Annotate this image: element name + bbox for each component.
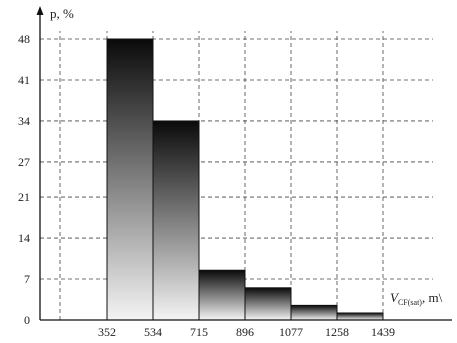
y-tick-label: 21 <box>18 190 30 204</box>
y-tick-label: 41 <box>18 73 30 87</box>
y-tick-label: 27 <box>18 155 30 169</box>
histogram-bar <box>152 120 200 321</box>
histogram-bar <box>244 287 292 321</box>
x-axis-label-main: V <box>390 290 400 305</box>
x-tick-label: 1077 <box>279 325 303 339</box>
y-tick-label: 0 <box>24 313 30 327</box>
y-axis-label: p, % <box>50 6 74 21</box>
x-axis-label-sub: CF(sat) <box>398 298 422 307</box>
histogram-bar <box>290 304 338 321</box>
x-axis-label-unit: , m\ <box>422 290 443 305</box>
x-tick-label: 534 <box>144 325 162 339</box>
tick-labels: 0 7 14 21 27 34 41 48 352 534 715 896 1077 1258 1439 <box>18 32 395 339</box>
x-tick-label: 896 <box>236 325 254 339</box>
histogram-bar <box>106 38 154 321</box>
axes <box>36 6 452 321</box>
x-tick-label: 1258 <box>325 325 349 339</box>
y-tick-label: 14 <box>18 231 30 245</box>
x-tick-label: 1439 <box>371 325 395 339</box>
y-tick-label: 34 <box>18 114 30 128</box>
x-tick-label: 352 <box>98 325 116 339</box>
x-axis-label: VCF(sat), m\ <box>390 290 443 307</box>
y-tick-label: 7 <box>24 272 30 286</box>
bars <box>106 38 384 321</box>
histogram-bar <box>198 269 246 321</box>
histogram-bar <box>336 312 384 321</box>
y-tick-label: 48 <box>18 32 30 46</box>
y-axis-arrow <box>36 6 44 15</box>
x-tick-label: 715 <box>190 325 208 339</box>
